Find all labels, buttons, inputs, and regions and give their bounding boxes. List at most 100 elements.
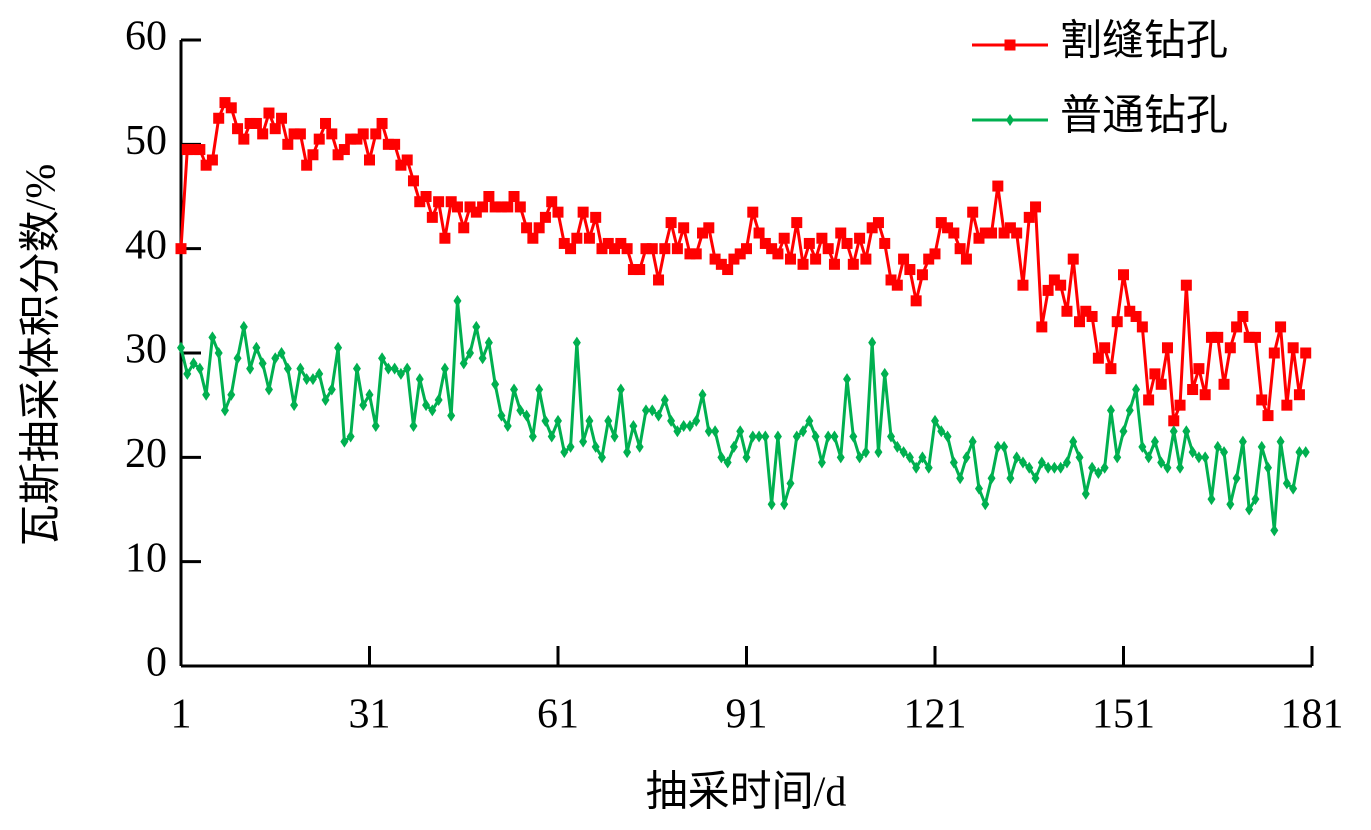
data-point [503, 420, 512, 433]
data-point [258, 357, 267, 370]
data-point [459, 357, 468, 370]
data-point [472, 320, 481, 333]
data-point [685, 420, 694, 433]
data-point [434, 393, 443, 406]
data-point [552, 206, 564, 218]
data-point [992, 180, 1004, 192]
data-point [390, 362, 399, 375]
data-point [1168, 415, 1180, 427]
data-point [1138, 440, 1147, 453]
data-point [239, 320, 248, 333]
data-point [761, 430, 770, 443]
data-point [250, 117, 262, 129]
data-point [458, 222, 470, 234]
data-point [728, 253, 740, 265]
legend-marker [1006, 114, 1014, 126]
data-point [522, 409, 531, 422]
data-point [667, 414, 676, 427]
data-point [1301, 446, 1310, 459]
data-point [1232, 472, 1241, 485]
data-point [189, 357, 198, 370]
data-point [445, 196, 457, 208]
data-point [345, 133, 357, 145]
data-point [1004, 222, 1016, 234]
y-tick-label: 50 [125, 118, 167, 164]
data-point [208, 331, 217, 344]
data-point [1157, 456, 1166, 469]
data-point [483, 191, 495, 202]
x-tick-label: 1 [171, 692, 192, 738]
data-point [384, 362, 393, 375]
data-point [835, 227, 847, 239]
data-point [665, 217, 677, 229]
data-point [447, 409, 456, 422]
data-point [364, 154, 375, 166]
data-point [1245, 503, 1254, 516]
data-point [1030, 201, 1042, 213]
data-point [1100, 461, 1109, 474]
data-point [729, 440, 738, 453]
data-point [202, 388, 211, 401]
data-point [1251, 493, 1260, 506]
data-point [546, 196, 558, 208]
data-point [359, 399, 368, 412]
data-point [679, 420, 688, 433]
data-point [1213, 440, 1222, 453]
data-point [283, 362, 292, 375]
data-point [264, 383, 273, 396]
data-point [893, 440, 902, 453]
data-point [1169, 425, 1178, 438]
data-point [623, 446, 632, 459]
data-point [1050, 461, 1059, 474]
data-point [786, 477, 795, 490]
data-point [916, 269, 928, 281]
data-point [703, 222, 715, 234]
data-point [797, 258, 809, 270]
data-point [257, 128, 269, 140]
data-point [558, 237, 570, 249]
data-point [773, 430, 782, 443]
data-point [690, 248, 702, 260]
data-point [987, 472, 996, 485]
data-point [904, 264, 916, 276]
data-point [1017, 279, 1029, 291]
data-point [1132, 383, 1141, 396]
data-point [609, 243, 621, 255]
data-point [376, 117, 388, 129]
data-point [968, 435, 977, 448]
data-point [269, 123, 281, 135]
data-point [692, 414, 701, 427]
data-point [1111, 316, 1123, 328]
data-point [1238, 435, 1247, 448]
y-tick-label: 0 [146, 640, 167, 686]
data-point [321, 393, 330, 406]
y-tick-label: 60 [125, 14, 167, 60]
data-point [1055, 279, 1067, 291]
data-point [326, 128, 338, 140]
data-point [715, 258, 727, 270]
data-point [912, 461, 921, 474]
data-point [1136, 321, 1148, 333]
data-point [1201, 451, 1210, 464]
data-point [860, 253, 872, 265]
data-point [653, 274, 665, 286]
data-point [407, 175, 419, 187]
data-point [973, 232, 985, 244]
data-point [1182, 425, 1191, 438]
data-point [1062, 456, 1071, 469]
data-point [616, 383, 625, 396]
data-point [395, 159, 407, 171]
data-point [816, 232, 828, 244]
data-point [805, 414, 814, 427]
data-point [466, 347, 475, 359]
data-point [905, 451, 914, 464]
data-point [1036, 321, 1048, 333]
data-point [1088, 461, 1097, 474]
data-point [772, 248, 784, 260]
data-point [817, 456, 826, 469]
data-point [433, 196, 445, 208]
data-point [1086, 310, 1098, 322]
data-point [313, 133, 325, 145]
data-point [736, 425, 745, 438]
data-point [1080, 305, 1092, 317]
